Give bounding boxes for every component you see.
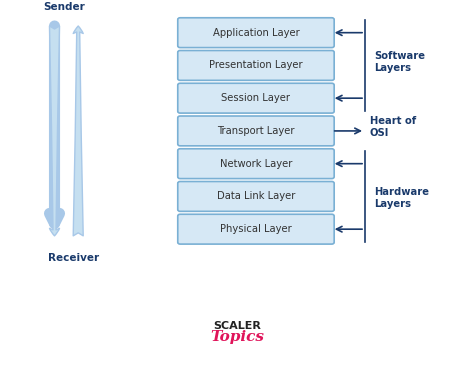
Text: Topics: Topics xyxy=(210,330,264,344)
Text: Transport Layer: Transport Layer xyxy=(217,126,295,136)
Text: Network Layer: Network Layer xyxy=(220,159,292,169)
FancyBboxPatch shape xyxy=(178,214,334,244)
Text: Physical Layer: Physical Layer xyxy=(220,224,292,234)
Text: Session Layer: Session Layer xyxy=(221,93,291,103)
Text: Presentation Layer: Presentation Layer xyxy=(209,60,303,70)
Text: Sender: Sender xyxy=(43,2,85,12)
FancyBboxPatch shape xyxy=(178,116,334,146)
Text: Hardware
Layers: Hardware Layers xyxy=(374,187,429,209)
Text: SCALER: SCALER xyxy=(213,321,261,331)
FancyBboxPatch shape xyxy=(178,182,334,211)
Text: Heart of
OSI: Heart of OSI xyxy=(370,116,416,138)
FancyBboxPatch shape xyxy=(178,51,334,81)
Text: Data Link Layer: Data Link Layer xyxy=(217,191,295,201)
Text: Application Layer: Application Layer xyxy=(212,28,300,38)
Text: Software
Layers: Software Layers xyxy=(374,51,426,72)
FancyBboxPatch shape xyxy=(178,18,334,48)
FancyBboxPatch shape xyxy=(178,149,334,179)
Text: Receiver: Receiver xyxy=(48,253,99,263)
FancyBboxPatch shape xyxy=(178,83,334,113)
